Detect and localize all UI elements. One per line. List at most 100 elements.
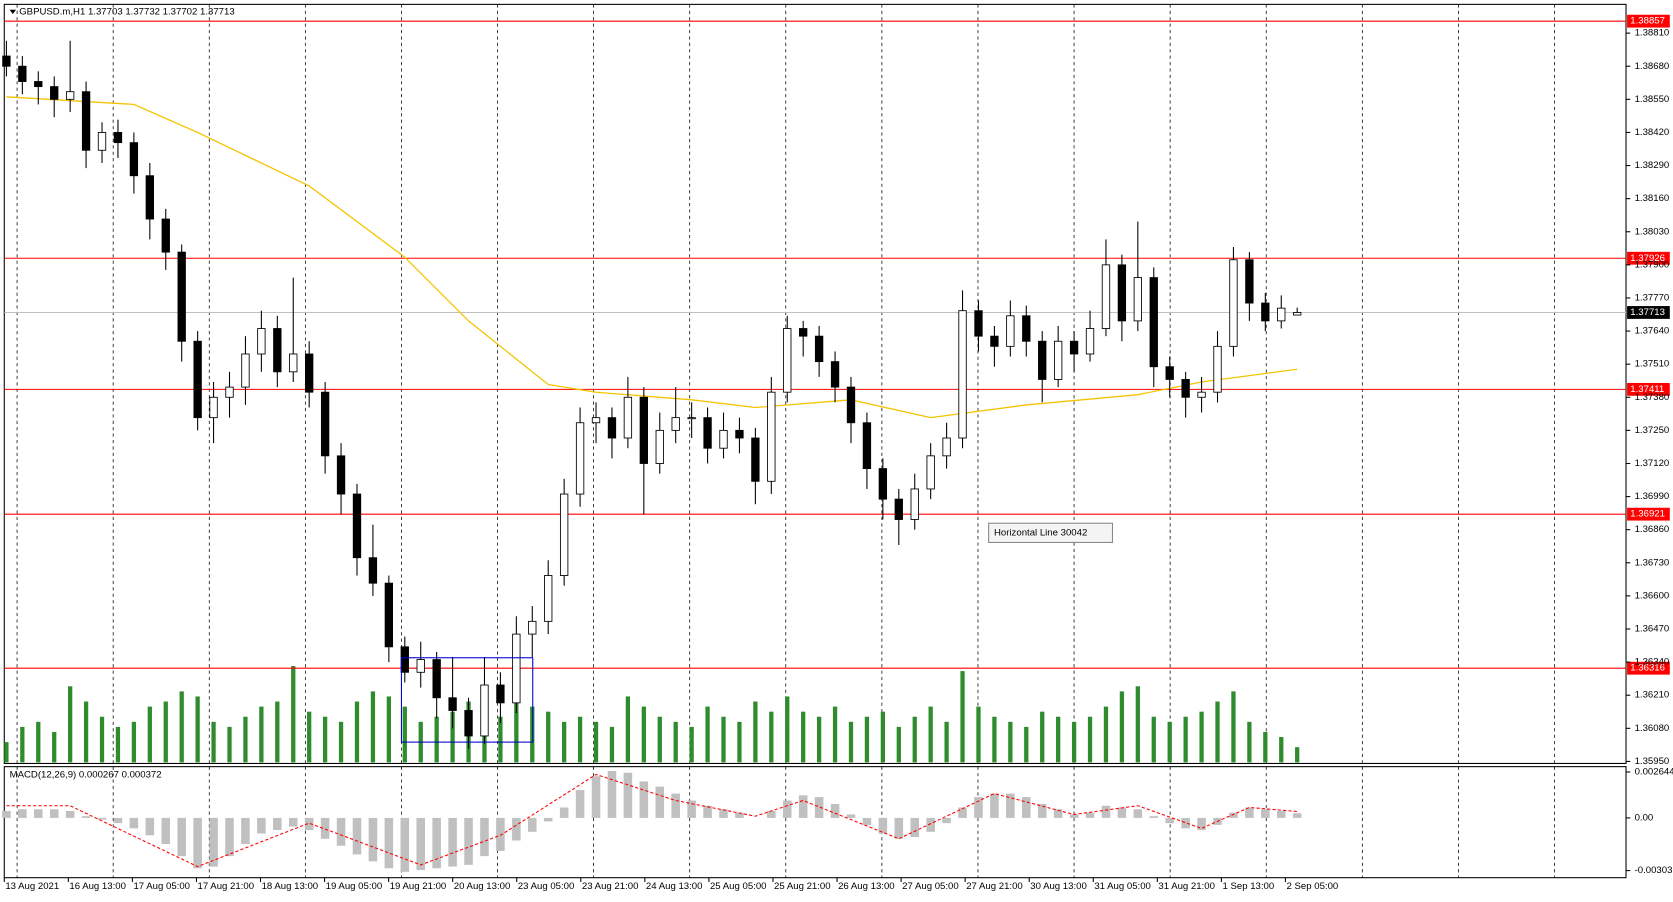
y-tick-label: 1.38290 (1635, 160, 1670, 171)
volume-bar (1151, 716, 1156, 763)
volume-bar (896, 726, 901, 763)
x-tick-label: 27 Aug 21:00 (966, 881, 1023, 892)
candle-body (942, 437, 951, 457)
volume-bar (1215, 701, 1220, 763)
macd-histogram-bar (1261, 809, 1270, 818)
candle-body (830, 361, 840, 388)
candle-body (1053, 340, 1063, 380)
menu-arrow[interactable] (9, 9, 17, 14)
volume-bar (211, 721, 216, 763)
macd-histogram-bar (1085, 812, 1095, 818)
candle-body (544, 575, 553, 622)
candle-body (432, 659, 441, 699)
candle-body (1181, 379, 1190, 398)
volume-bar (115, 726, 121, 763)
candle-body (767, 391, 776, 482)
volume-bar (737, 721, 742, 763)
macd-histogram-bar (528, 817, 537, 832)
candle-body (862, 422, 872, 470)
volume-bar (1008, 721, 1013, 763)
candle-body (1069, 340, 1079, 355)
macd-histogram-bar (1181, 817, 1190, 829)
x-tick-label: 17 Aug 05:00 (133, 881, 190, 892)
y-tick-label: 1.36730 (1635, 557, 1670, 568)
horizontal-lines: 1.38857 1.37926 1.37411 1.36921 1.36316 1.377… (4, 14, 1670, 675)
candle-body (591, 417, 601, 424)
x-tick-label: 31 Aug 21:00 (1158, 881, 1215, 892)
rectangle-object (400, 657, 534, 743)
candle-body (958, 310, 967, 439)
candle-body (50, 86, 59, 100)
candle-body (623, 396, 633, 439)
candle-body (129, 142, 139, 177)
volume-bar (1247, 721, 1252, 763)
macd-pane-frame (3, 766, 1627, 879)
volume-bar (801, 711, 806, 763)
volume-bar (514, 701, 519, 763)
macd-y-tick-label: 0.00 (1635, 812, 1654, 823)
volume-bar (354, 701, 360, 763)
volume-bar (4, 742, 9, 763)
macd-histogram-bar (655, 786, 665, 818)
candle-body (416, 659, 425, 673)
volume-bar (52, 731, 57, 763)
volume-bar (498, 716, 503, 763)
volume-bar (99, 716, 105, 763)
macd-y-tick-label: 0.002644 (1635, 767, 1673, 778)
volume-bar (338, 721, 344, 763)
candle-body (2, 55, 11, 67)
x-tick-label: 25 Aug 05:00 (710, 881, 767, 892)
macd-histogram-bar (416, 817, 426, 871)
macd-histogram-bar (81, 816, 91, 818)
x-tick-label: 1 Sep 13:00 (1222, 881, 1274, 892)
volume-bar (147, 706, 152, 763)
x-tick-label: 25 Aug 21:00 (774, 881, 831, 892)
y-tick-label: 1.36080 (1635, 723, 1670, 734)
candle-body (273, 328, 282, 373)
macd (2, 771, 1302, 872)
price-label-box (1627, 507, 1670, 521)
candle-body (799, 328, 808, 337)
volume-bar (1119, 691, 1125, 763)
macd-histogram-bar (1022, 797, 1031, 818)
macd-histogram-bar (241, 817, 250, 844)
candle-body (1261, 302, 1270, 322)
macd-histogram-bar (1245, 807, 1254, 818)
candle-body (464, 710, 473, 737)
x-tick-label: 26 Aug 13:00 (838, 881, 895, 892)
x-tick-label: 24 Aug 13:00 (646, 881, 703, 892)
candle-body (320, 391, 330, 457)
y-tick-label: 1.38030 (1635, 226, 1670, 237)
last-price-label: 1.37713 (1630, 307, 1665, 318)
macd-histogram-bar (942, 817, 951, 824)
macd-histogram-bar (225, 817, 234, 857)
candle-body (1133, 277, 1142, 322)
macd-histogram-bar (97, 817, 107, 820)
macd-histogram-bar (145, 817, 155, 836)
macd-histogram-bar (400, 817, 410, 872)
volume-bar (370, 691, 376, 763)
last-price-box (1627, 306, 1670, 319)
volume-bar (1040, 711, 1045, 763)
volume-bar (721, 716, 726, 763)
candle-body (878, 468, 888, 500)
volume-bar (322, 716, 328, 763)
candle-body (65, 91, 75, 100)
volume-bar (386, 696, 391, 763)
y-tick-label: 1.36210 (1635, 690, 1670, 701)
volume-bar (291, 666, 296, 763)
macd-histogram-bar (607, 771, 617, 818)
macd-histogram-bar (1006, 793, 1015, 818)
macd-histogram-bar (926, 817, 935, 832)
candle-body (1038, 340, 1047, 380)
macd-histogram-bar (703, 805, 712, 818)
volume-bar (1263, 731, 1268, 763)
macd-histogram-bar (480, 817, 489, 857)
volume-bar (625, 696, 631, 763)
candle-body (480, 684, 489, 737)
macd-histogram-bar (974, 797, 983, 818)
volume-bar (769, 711, 774, 763)
macd-histogram-bar (1229, 812, 1238, 818)
macd-histogram-bar (910, 817, 920, 838)
macd-histogram-bar (623, 772, 633, 818)
